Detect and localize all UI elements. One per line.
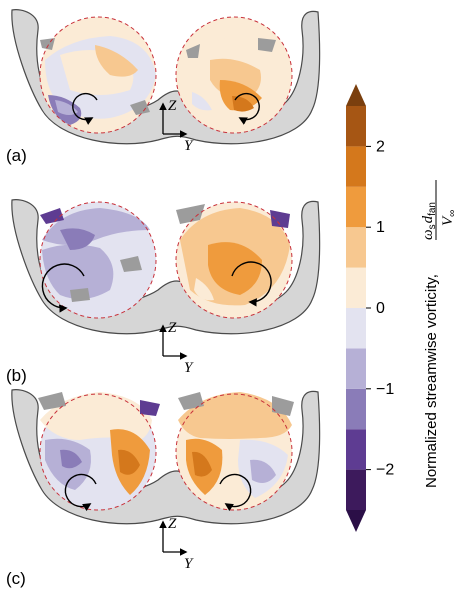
svg-text:Normalized streamwise vorticit: Normalized streamwise vorticity, xyxy=(423,274,440,488)
frac-v: V xyxy=(440,215,456,226)
colorbar-tick-label: −1 xyxy=(376,381,394,398)
colorbar-label: Normalized streamwise vorticity, xyxy=(423,274,440,488)
axes-indicator: Z Y xyxy=(159,516,194,572)
colorbar-label-text: Normalized streamwise vorticity, xyxy=(423,274,440,488)
rotation-arrow-left xyxy=(41,263,85,313)
rotation-arrow-right xyxy=(219,473,252,512)
fan-circle-left xyxy=(39,393,157,511)
colorbar-segment xyxy=(346,106,366,147)
colorbar-segment xyxy=(346,308,366,349)
z-axis-label: Z xyxy=(168,516,177,532)
rotation-arrow-right xyxy=(234,92,260,125)
colorbar-extend-top xyxy=(346,84,366,106)
rotation-arrow-right xyxy=(231,261,272,307)
frac-d: d xyxy=(420,215,436,223)
vorticity-field-left xyxy=(40,17,156,133)
colorbar-segment xyxy=(346,388,366,430)
fan-circle-right xyxy=(175,393,293,511)
panel-label: (a) xyxy=(6,146,27,165)
panel-label: (c) xyxy=(6,569,26,588)
vorticity-field-left xyxy=(40,202,156,318)
z-axis-label: Z xyxy=(168,320,177,336)
rotation-arrow-left xyxy=(64,473,97,512)
frac-omega: ω xyxy=(420,229,436,240)
colorbar-segment xyxy=(346,267,366,308)
colorbar-segment xyxy=(346,146,366,187)
colorbar-extend-bottom xyxy=(346,510,366,532)
vorticity-field-right xyxy=(176,17,292,133)
colorbar-segment xyxy=(346,348,366,389)
colorbar-tick-label: −2 xyxy=(376,462,394,479)
colorbar-tick-label: 0 xyxy=(376,300,385,317)
fan-circle-left xyxy=(39,201,157,319)
axes-indicator: Z Y xyxy=(159,320,194,376)
colorbar-tick-label: 2 xyxy=(376,138,385,155)
axes-indicator: Z Y xyxy=(159,98,194,154)
colorbar-fraction: ωsdfan V∞ xyxy=(420,180,458,240)
colorbar-segments xyxy=(346,106,366,510)
svg-text:V∞: V∞ xyxy=(440,210,458,226)
z-axis-label: Z xyxy=(168,98,177,114)
panel-c: Z Y (c) xyxy=(6,389,321,588)
frac-d-sub: fan xyxy=(427,202,438,216)
rotation-arrow-left xyxy=(72,92,98,125)
frac-omega-sub: s xyxy=(427,224,438,229)
panel-a: Z Y (a) xyxy=(6,9,321,165)
colorbar-segment xyxy=(346,429,366,470)
colorbar-segment xyxy=(346,469,366,510)
fan-circle-right xyxy=(175,16,293,134)
colorbar-tick-label: 1 xyxy=(376,219,385,236)
y-axis-label: Y xyxy=(184,556,194,572)
vorticity-field-right xyxy=(176,202,292,318)
vorticity-field-right xyxy=(176,392,294,510)
panel-label: (b) xyxy=(6,366,27,385)
panel-b: Z Y (b) xyxy=(6,199,321,385)
colorbar-segment xyxy=(346,227,366,268)
y-axis-label: Y xyxy=(184,360,194,376)
frac-v-sub: ∞ xyxy=(447,210,458,217)
fan-circle-right xyxy=(175,201,293,319)
colorbar-ticks: 2 1 0 −1 −2 xyxy=(366,138,394,479)
fan-circle-left xyxy=(39,16,157,134)
colorbar: 2 1 0 −1 −2 xyxy=(346,84,394,532)
colorbar-segment xyxy=(346,186,366,228)
svg-text:ωsdfan: ωsdfan xyxy=(420,202,438,240)
y-axis-label: Y xyxy=(184,138,194,154)
